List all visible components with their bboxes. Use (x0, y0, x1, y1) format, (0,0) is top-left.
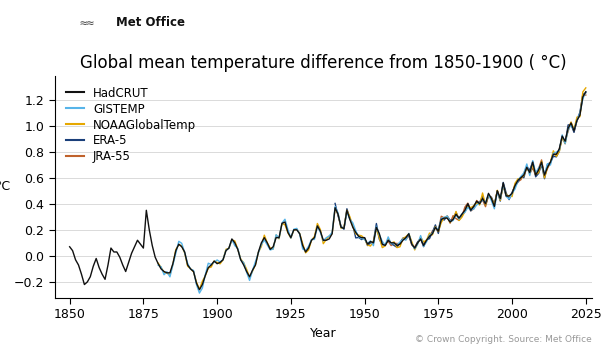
Title: Global mean temperature difference from 1850-1900 ( °C): Global mean temperature difference from … (80, 54, 567, 72)
Text: © Crown Copyright. Source: Met Office: © Crown Copyright. Source: Met Office (415, 335, 592, 344)
X-axis label: Year: Year (310, 327, 337, 339)
Text: ≈≈: ≈≈ (79, 17, 95, 30)
Legend: HadCRUT, GISTEMP, NOAAGlobalTemp, ERA-5, JRA-55: HadCRUT, GISTEMP, NOAAGlobalTemp, ERA-5,… (63, 84, 198, 166)
Text: Met Office: Met Office (116, 16, 185, 29)
Y-axis label: °C: °C (0, 180, 10, 193)
